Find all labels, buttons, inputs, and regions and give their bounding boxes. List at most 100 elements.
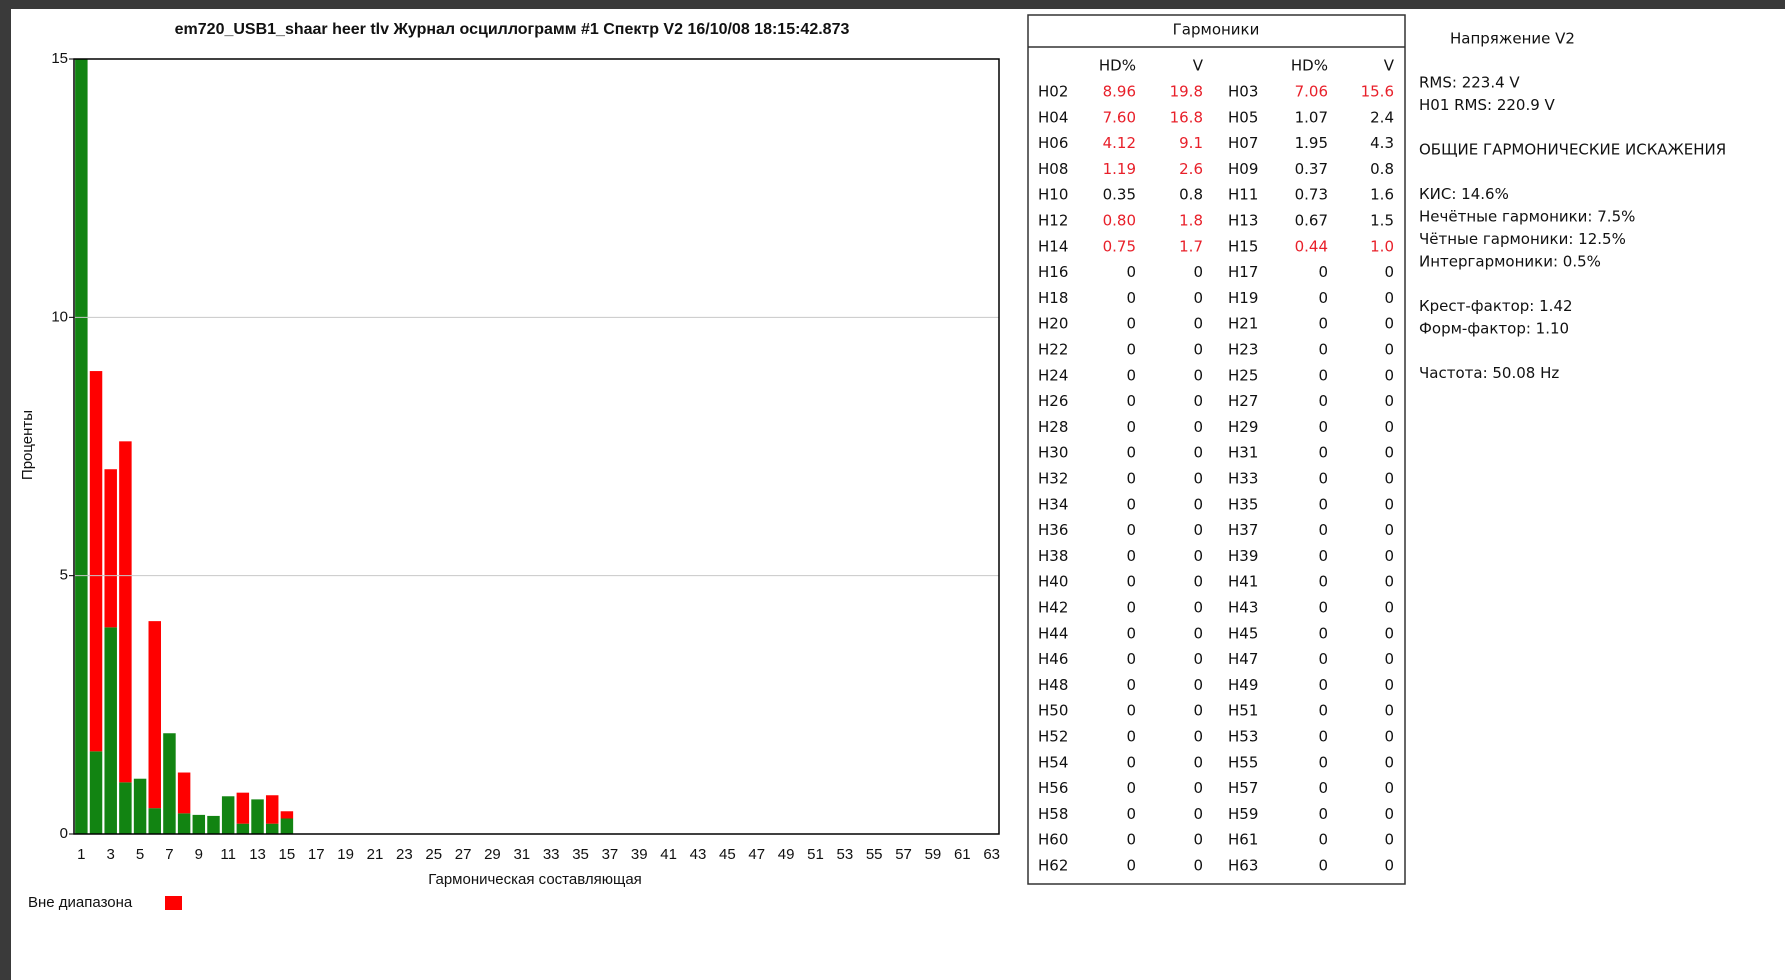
x-tick-label: 21 [367,846,384,863]
info-line: Нечётные гармоники: 7.5% [1419,208,1635,226]
x-tick-label: 51 [807,846,824,863]
bar-within-limit [236,823,250,834]
harmonic-hd: 1.19 [1103,160,1136,178]
x-tick-label: 7 [165,846,173,863]
harmonic-name: H20 [1038,315,1068,333]
harmonic-hd: 1.07 [1295,108,1328,126]
bar-out-of-range [280,811,294,819]
harmonic-voltage: 0 [1193,547,1203,565]
harmonic-hd: 7.60 [1103,108,1136,126]
harmonic-voltage: 0 [1384,831,1394,849]
harmonic-name: H58 [1038,805,1068,823]
harmonic-name: H42 [1038,599,1068,617]
harmonic-hd: 0 [1126,263,1136,281]
harmonic-hd: 0.80 [1103,212,1136,230]
x-tick-label: 63 [983,846,1000,863]
bar-out-of-range [104,469,117,628]
harmonic-voltage: 9.1 [1179,134,1203,152]
harmonic-hd: 0 [1126,315,1136,333]
harmonic-voltage: 15.6 [1361,83,1394,101]
harmonic-voltage: 0 [1384,779,1394,797]
harmonic-name: H50 [1038,702,1068,720]
harmonic-hd: 0 [1126,857,1136,875]
harmonic-hd: 0 [1318,831,1328,849]
harmonic-voltage: 4.3 [1370,134,1394,152]
harmonic-hd: 0.44 [1295,237,1328,255]
harmonic-name: H24 [1038,366,1068,384]
harmonic-name: H32 [1038,470,1068,488]
harmonic-name: H45 [1228,624,1258,642]
harmonic-hd: 0.37 [1295,160,1328,178]
harmonic-hd: 0.73 [1295,186,1328,204]
harmonic-voltage: 0 [1193,573,1203,591]
harmonic-voltage: 0 [1384,547,1394,565]
x-tick-label: 43 [690,846,707,863]
plot-frame [73,58,1000,835]
harmonic-hd: 0 [1318,521,1328,539]
harmonic-voltage: 0 [1193,444,1203,462]
harmonic-voltage: 1.5 [1370,212,1394,230]
harmonic-hd: 0 [1318,547,1328,565]
y-tick-label: 15 [51,50,68,67]
bar-within-limit [148,808,161,834]
bar-within-limit [265,823,279,834]
harmonic-name: H59 [1228,805,1258,823]
harmonic-name: H02 [1038,83,1068,101]
harmonic-name: H60 [1038,831,1068,849]
info-line: КИС: 14.6% [1419,185,1509,203]
harmonic-hd: 0 [1318,263,1328,281]
legend-label: Вне диапазона [28,894,133,911]
harmonic-voltage: 0 [1384,263,1394,281]
harmonic-voltage: 16.8 [1170,108,1203,126]
harmonic-voltage: 0 [1384,289,1394,307]
harmonic-name: H62 [1038,857,1068,875]
harmonic-hd: 0 [1126,341,1136,359]
info-line: Форм-фактор: 1.10 [1419,320,1569,338]
info-line: Частота: 50.08 Hz [1419,364,1559,382]
harmonic-name: H05 [1228,108,1258,126]
harmonic-voltage: 2.6 [1179,160,1203,178]
harmonic-name: H08 [1038,160,1068,178]
table-frame [1027,14,1406,885]
harmonic-hd: 0 [1318,495,1328,513]
bar-within-limit [177,813,191,834]
harmonic-voltage: 0 [1193,263,1203,281]
harmonic-hd: 0 [1318,702,1328,720]
harmonic-voltage: 0 [1193,366,1203,384]
harmonic-name: H03 [1228,83,1258,101]
harmonic-hd: 0 [1126,444,1136,462]
harmonic-voltage: 19.8 [1170,83,1203,101]
harmonic-voltage: 0 [1384,444,1394,462]
harmonic-voltage: 0 [1193,805,1203,823]
harmonic-hd: 0 [1318,599,1328,617]
x-tick-label: 3 [107,846,115,863]
harmonic-hd: 0 [1318,728,1328,746]
harmonic-name: H30 [1038,444,1068,462]
x-tick-label: 41 [660,846,677,863]
harmonic-voltage: 0 [1193,315,1203,333]
x-tick-label: 31 [513,846,530,863]
harmonic-name: H19 [1228,289,1258,307]
x-tick-label: 17 [308,846,325,863]
x-tick-label: 59 [925,846,942,863]
harmonic-voltage: 0 [1193,418,1203,436]
harmonic-name: H23 [1228,341,1258,359]
harmonic-hd: 0 [1318,650,1328,668]
harmonic-voltage: 0 [1384,573,1394,591]
harmonic-hd: 7.06 [1295,83,1328,101]
harmonic-name: H21 [1228,315,1258,333]
harmonic-hd: 0 [1126,753,1136,771]
harmonic-hd: 0 [1126,418,1136,436]
harmonic-voltage: 0 [1193,857,1203,875]
bar-within-limit [119,782,132,834]
x-tick-label: 5 [136,846,144,863]
harmonic-name: H52 [1038,728,1068,746]
harmonic-name: H39 [1228,547,1258,565]
bar-out-of-range [236,792,250,824]
info-line: RMS: 223.4 V [1419,74,1520,92]
info-line: H01 RMS: 220.9 V [1419,96,1556,114]
harmonic-voltage: 0 [1384,366,1394,384]
harmonic-voltage: 0 [1193,728,1203,746]
harmonic-name: H48 [1038,676,1068,694]
info-line: Чётные гармоники: 12.5% [1419,230,1626,248]
